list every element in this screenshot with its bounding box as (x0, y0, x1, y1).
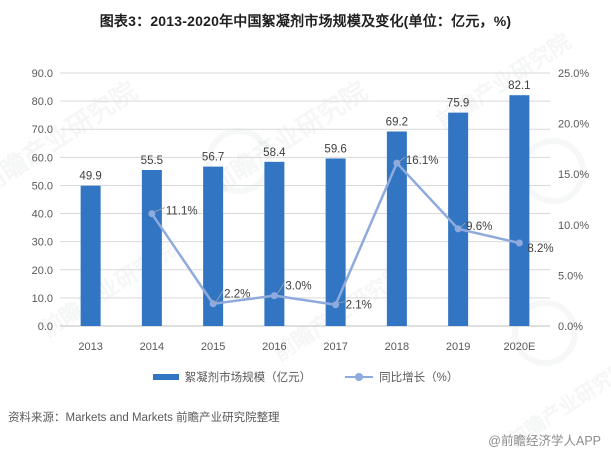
y-axis-left-tick: 50.0 (32, 180, 53, 192)
y-axis-left-tick: 30.0 (32, 237, 53, 249)
line-swatch-icon (345, 373, 374, 381)
x-axis-tick-2019: 2019 (446, 341, 470, 353)
line-marker-2016 (270, 292, 278, 300)
bar-2015 (203, 166, 224, 326)
x-axis-tick-2017: 2017 (323, 341, 347, 353)
line-marker-2014 (148, 210, 156, 218)
bar-value-label-2018: 69.2 (386, 116, 408, 128)
x-axis-tick-2018: 2018 (385, 341, 409, 353)
x-axis-tick-2014: 2014 (140, 341, 164, 353)
line-value-label-2015: 2.2% (224, 289, 250, 301)
source-note: 资料来源：Markets and Markets 前瞻产业研究院整理 (8, 412, 280, 424)
y-axis-right-tick: 25.0% (558, 68, 589, 80)
y-axis-left-tick: 20.0 (32, 265, 53, 277)
y-axis-left-tick: 10.0 (32, 293, 53, 305)
bar-2018 (386, 131, 407, 326)
line-marker-2015 (209, 300, 217, 308)
chart-title: 图表3：2013-2020年中国絮凝剂市场规模及变化(单位：亿元，%) (99, 13, 512, 29)
line-value-label-2018: 16.1% (406, 155, 439, 167)
y-axis-left-tick: 80.0 (32, 96, 53, 108)
label-leader-line (460, 222, 466, 228)
line-marker-2017 (332, 301, 340, 309)
y-axis-left-tick: 60.0 (32, 152, 53, 164)
y-axis-right-tick: 15.0% (558, 169, 589, 181)
line-value-label-2016: 3.0% (285, 281, 311, 293)
line-marker-2018 (393, 159, 401, 167)
bar-2013 (80, 185, 101, 326)
bar-2014 (141, 169, 162, 326)
label-leader-line (277, 282, 285, 294)
bar-2019 (448, 112, 469, 327)
bar-value-label-2013: 49.9 (79, 171, 101, 183)
legend-label: 同比增长（%） (379, 372, 459, 384)
line-value-label-2017: 2.1% (346, 300, 372, 312)
line-marker-2019 (454, 225, 462, 233)
bar-2020E (509, 95, 530, 326)
line-value-label-2014: 11.1% (166, 206, 198, 218)
label-leader-line (399, 156, 406, 162)
x-axis-tick-2016: 2016 (262, 341, 286, 353)
y-axis-right-tick: 10.0% (558, 220, 589, 232)
label-leader-line (154, 207, 166, 213)
chart-canvas: 0.0 10.0 20.0 30.0 40.0 50.0 60.0 70.0 80.0 90.0 0… (32, 68, 590, 353)
y-axis-right-tick: 0.0% (558, 321, 583, 333)
y-axis-left-tick: 40.0 (32, 209, 53, 221)
legend-item-market-size: 絮凝剂市场规模（亿元） (152, 369, 312, 385)
y-axis-right-tick: 20.0% (558, 119, 589, 131)
bar-value-label-2019: 75.9 (447, 98, 469, 110)
bar-value-label-2020E: 82.1 (508, 80, 530, 92)
x-axis-tick-2020E: 2020E (503, 341, 535, 353)
x-axis-tick-2013: 2013 (78, 341, 102, 353)
x-axis-tick-2015: 2015 (201, 341, 225, 353)
y-axis-left-tick: 90.0 (32, 68, 53, 80)
legend-item-yoy-growth: 同比增长（%） (345, 369, 458, 385)
bar-value-label-2014: 55.5 (141, 155, 163, 167)
label-leader-line (338, 301, 345, 304)
bar-2017 (325, 158, 346, 326)
marker-dot-icon (355, 373, 364, 381)
line-value-label-2020E: 8.2% (527, 243, 553, 255)
y-axis-right-tick: 5.0% (558, 270, 583, 282)
chart-legend: 絮凝剂市场规模（亿元） 同比增长（%） (0, 368, 611, 386)
bar-value-label-2016: 58.4 (263, 147, 286, 159)
line-marker-2020E (515, 239, 523, 247)
y-axis-left-tick: 70.0 (32, 124, 53, 136)
line-value-label-2019: 9.6% (466, 221, 492, 233)
bar-value-label-2015: 56.7 (202, 152, 224, 164)
y-axis-left-tick: 0.0 (38, 321, 53, 333)
bar-swatch-icon (152, 374, 179, 380)
credit-note: @前瞻经济学人APP (488, 434, 601, 448)
bar-value-label-2017: 59.6 (324, 143, 346, 155)
bar-2016 (264, 161, 285, 326)
label-leader-line (215, 290, 224, 302)
legend-label: 絮凝剂市场规模（亿元） (184, 372, 312, 384)
